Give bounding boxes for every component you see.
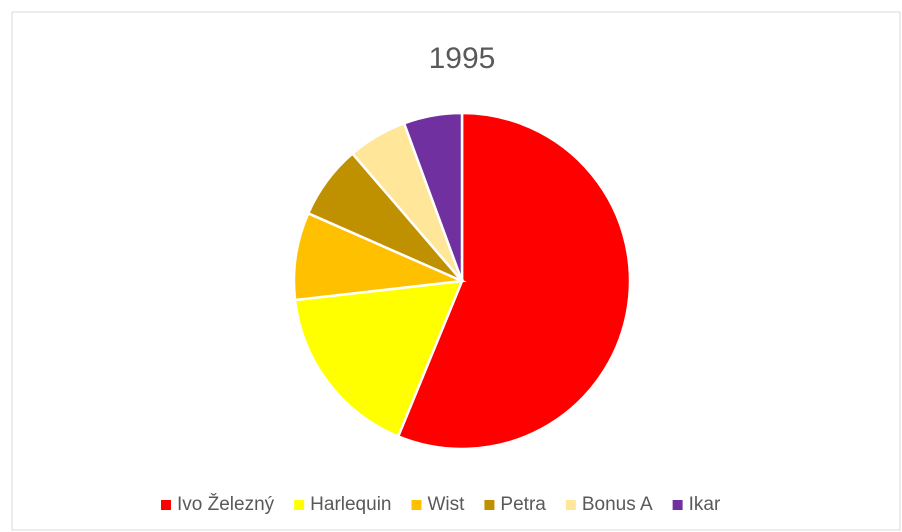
legend-label: Ivo Železný xyxy=(177,493,275,515)
legend-swatch xyxy=(161,500,171,510)
pie-slice xyxy=(402,111,464,282)
legend-swatch xyxy=(565,500,576,510)
chart-title: 1995 xyxy=(429,42,496,75)
legend-swatch xyxy=(411,500,422,510)
pie-slice xyxy=(293,279,464,439)
legend-label: Bonus A xyxy=(582,494,653,515)
legend-swatch xyxy=(294,500,305,510)
pie-slice xyxy=(396,111,632,451)
legend-swatch xyxy=(672,500,683,510)
legend-label: Petra xyxy=(500,494,546,515)
legend-swatch xyxy=(484,500,495,510)
pie-slice xyxy=(292,211,467,302)
legend-label: Harlequin xyxy=(310,494,391,515)
legend-label: Wist xyxy=(427,494,465,515)
legend-label: Ikar xyxy=(689,494,721,515)
